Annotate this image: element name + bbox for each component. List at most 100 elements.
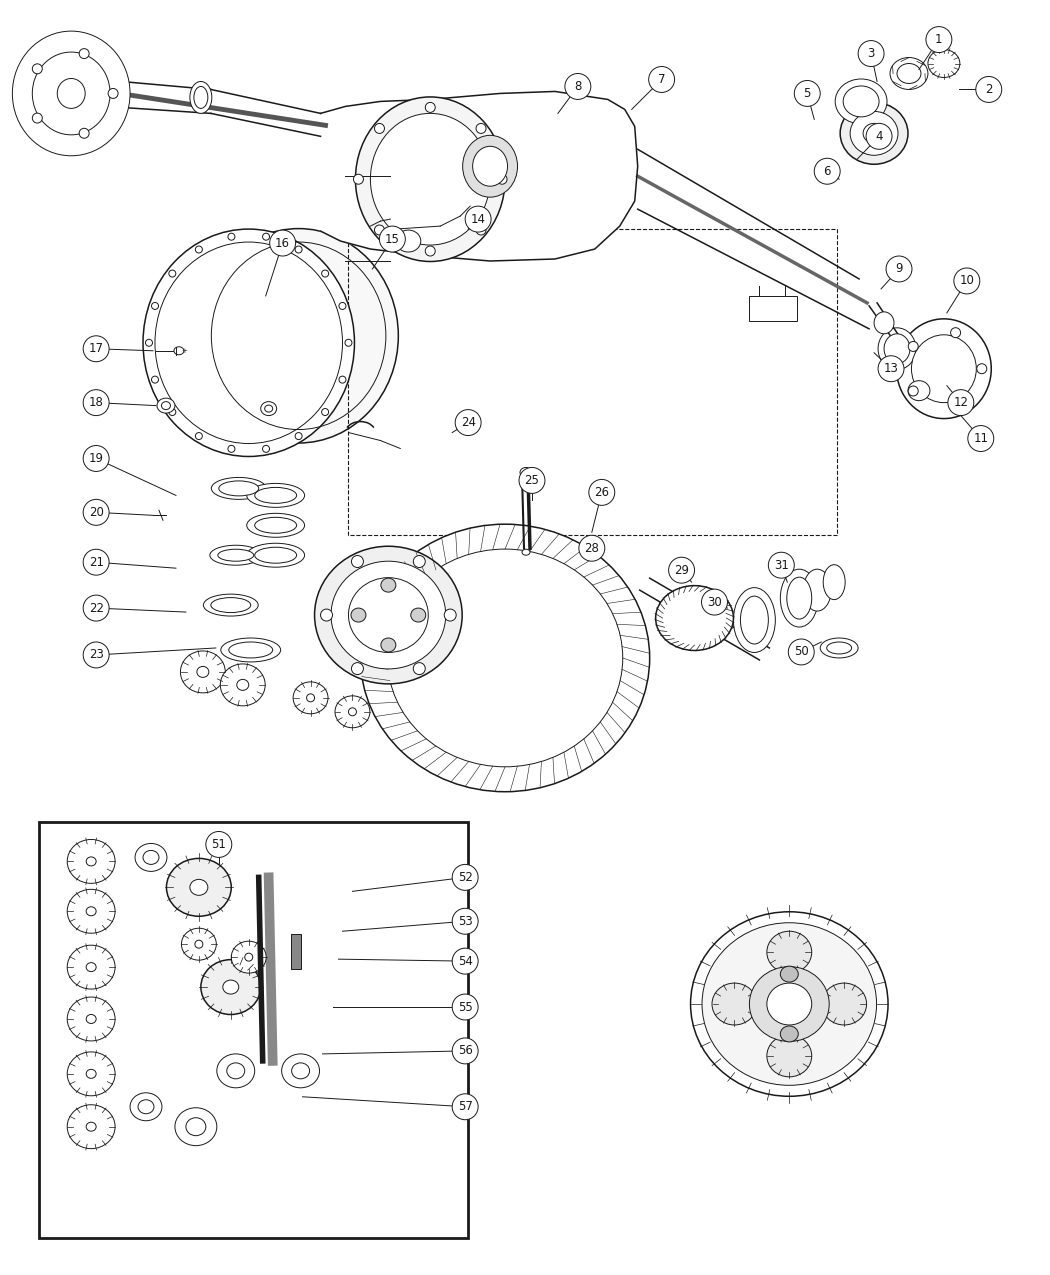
Text: 26: 26 <box>594 486 609 499</box>
Ellipse shape <box>138 1100 154 1114</box>
Ellipse shape <box>463 135 518 198</box>
Ellipse shape <box>211 598 251 612</box>
Ellipse shape <box>863 124 885 143</box>
Ellipse shape <box>522 550 530 555</box>
Text: 56: 56 <box>458 1044 472 1057</box>
Ellipse shape <box>335 696 370 728</box>
Ellipse shape <box>229 643 273 658</box>
Ellipse shape <box>260 402 276 416</box>
Ellipse shape <box>169 408 175 416</box>
Ellipse shape <box>655 585 734 650</box>
Text: 5: 5 <box>803 87 811 99</box>
Text: 8: 8 <box>574 80 582 93</box>
Ellipse shape <box>520 468 532 477</box>
Circle shape <box>878 356 904 381</box>
Ellipse shape <box>146 339 152 347</box>
Text: 3: 3 <box>867 47 875 60</box>
Text: 28: 28 <box>585 542 600 555</box>
Circle shape <box>453 1038 478 1063</box>
Ellipse shape <box>33 64 42 74</box>
Ellipse shape <box>375 224 384 235</box>
Circle shape <box>83 390 109 416</box>
Ellipse shape <box>307 694 315 701</box>
Text: 9: 9 <box>896 263 903 275</box>
Ellipse shape <box>67 890 116 933</box>
Ellipse shape <box>33 52 110 135</box>
Text: 25: 25 <box>525 474 540 487</box>
Circle shape <box>453 908 478 935</box>
Circle shape <box>975 76 1002 102</box>
Ellipse shape <box>218 481 258 496</box>
Ellipse shape <box>874 312 894 334</box>
Ellipse shape <box>843 85 879 117</box>
Ellipse shape <box>315 546 462 683</box>
Text: 2: 2 <box>985 83 992 96</box>
Ellipse shape <box>58 79 85 108</box>
Ellipse shape <box>476 224 486 235</box>
Circle shape <box>456 409 481 436</box>
Circle shape <box>519 468 545 493</box>
Ellipse shape <box>339 376 345 382</box>
Ellipse shape <box>928 50 960 78</box>
Ellipse shape <box>786 578 812 620</box>
Ellipse shape <box>67 1052 116 1095</box>
Ellipse shape <box>130 1093 162 1121</box>
Ellipse shape <box>295 432 302 440</box>
Text: 17: 17 <box>88 342 104 356</box>
Text: 53: 53 <box>458 914 472 928</box>
Ellipse shape <box>349 578 428 653</box>
Ellipse shape <box>86 1122 97 1131</box>
Ellipse shape <box>425 246 436 256</box>
Ellipse shape <box>67 839 116 884</box>
Circle shape <box>669 557 694 583</box>
Ellipse shape <box>321 408 329 416</box>
Ellipse shape <box>734 588 775 653</box>
Circle shape <box>858 41 884 66</box>
Ellipse shape <box>190 880 208 895</box>
Ellipse shape <box>247 514 304 537</box>
Ellipse shape <box>198 228 398 442</box>
Ellipse shape <box>79 129 89 138</box>
Ellipse shape <box>255 547 296 564</box>
Ellipse shape <box>371 113 490 245</box>
Ellipse shape <box>472 147 507 186</box>
Ellipse shape <box>360 524 650 792</box>
Ellipse shape <box>840 102 908 164</box>
Circle shape <box>379 226 405 252</box>
Ellipse shape <box>691 912 888 1096</box>
Ellipse shape <box>247 543 304 567</box>
Circle shape <box>814 158 840 184</box>
Ellipse shape <box>162 402 170 409</box>
Ellipse shape <box>766 983 812 1025</box>
Ellipse shape <box>750 966 830 1042</box>
Text: 18: 18 <box>88 397 104 409</box>
Bar <box>39 821 468 1238</box>
Ellipse shape <box>228 233 235 240</box>
Ellipse shape <box>201 960 260 1015</box>
Circle shape <box>83 550 109 575</box>
Ellipse shape <box>182 928 216 960</box>
Ellipse shape <box>67 997 116 1040</box>
Ellipse shape <box>950 400 961 409</box>
Ellipse shape <box>151 376 159 382</box>
Ellipse shape <box>890 57 928 89</box>
Ellipse shape <box>186 1118 206 1136</box>
Ellipse shape <box>108 88 118 98</box>
Ellipse shape <box>67 1104 116 1149</box>
Ellipse shape <box>381 638 396 652</box>
Ellipse shape <box>86 1015 97 1024</box>
Ellipse shape <box>158 398 175 413</box>
Ellipse shape <box>255 487 296 504</box>
Ellipse shape <box>820 638 858 658</box>
Circle shape <box>83 595 109 621</box>
Circle shape <box>453 949 478 974</box>
Ellipse shape <box>281 1054 319 1088</box>
Circle shape <box>565 74 591 99</box>
Ellipse shape <box>331 561 445 669</box>
Ellipse shape <box>476 124 486 134</box>
Ellipse shape <box>216 1054 255 1088</box>
Text: 22: 22 <box>88 602 104 615</box>
Ellipse shape <box>780 1026 798 1042</box>
Ellipse shape <box>204 594 258 616</box>
Circle shape <box>83 500 109 525</box>
